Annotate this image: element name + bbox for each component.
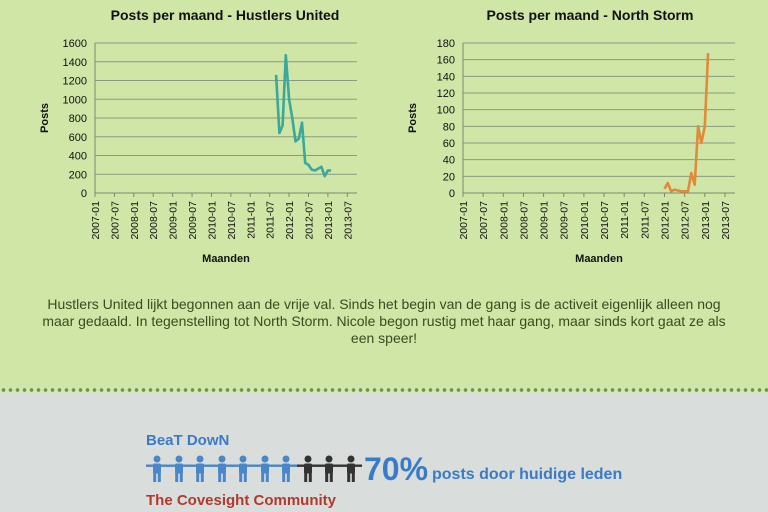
x-tick-label: 2010-07 <box>599 201 611 240</box>
x-tick-label: 2011-01 <box>245 201 257 239</box>
x-tick-label: 2013-07 <box>720 201 732 240</box>
person-icon <box>146 455 168 483</box>
y-tick-label: 1600 <box>63 38 87 50</box>
y-tick-label: 20 <box>443 171 455 183</box>
chart-title-northstorm: Posts per maand - North Storm <box>486 7 694 23</box>
x-tick-label: 2011-01 <box>619 201 631 239</box>
y-tick-label: 1200 <box>63 76 87 88</box>
person-icon <box>318 455 340 483</box>
x-tick-label: 2007-07 <box>478 201 490 240</box>
y-tick-label: 180 <box>437 38 455 50</box>
y-tick-label: 120 <box>437 88 455 100</box>
y-tick-label: 60 <box>443 138 455 150</box>
brand-beatdown: BeaT DowN <box>146 432 230 449</box>
x-tick-label: 2013-01 <box>323 201 335 240</box>
brand-covesight: The Covesight Community <box>146 492 337 509</box>
person-icon <box>296 455 319 483</box>
x-tick-label: 2009-01 <box>168 201 180 240</box>
x-tick-label: 2008-01 <box>498 201 510 240</box>
x-tick-label: 2012-01 <box>659 201 671 240</box>
x-tick-label: 2012-07 <box>303 201 315 240</box>
x-axis-label: Maanden <box>575 253 623 265</box>
x-tick-label: 2010-01 <box>579 201 591 240</box>
chart-title-hustlers: Posts per maand - Hustlers United <box>110 7 340 23</box>
x-tick-label: 2008-07 <box>518 201 530 240</box>
x-tick-label: 2008-07 <box>148 201 160 240</box>
charts-panel <box>0 0 768 388</box>
x-tick-label: 2010-07 <box>226 201 238 240</box>
person-icon <box>210 455 233 483</box>
dotted-divider <box>0 386 768 394</box>
person-icon <box>253 455 276 483</box>
x-axis-label: Maanden <box>202 253 250 265</box>
y-tick-label: 400 <box>69 151 87 163</box>
x-tick-label: 2013-01 <box>700 201 712 240</box>
y-tick-label: 800 <box>69 113 87 125</box>
series-line <box>274 53 332 178</box>
y-tick-label: 0 <box>81 188 87 200</box>
x-tick-label: 2013-07 <box>342 201 354 240</box>
x-tick-label: 2008-01 <box>129 201 141 240</box>
y-tick-label: 600 <box>69 132 87 144</box>
percentage-label: posts door huidige leden <box>432 466 623 483</box>
y-tick-label: 140 <box>437 71 455 83</box>
y-tick-label: 160 <box>437 55 455 67</box>
y-tick-label: 40 <box>443 155 455 167</box>
y-axis-label: Posts <box>39 103 51 133</box>
y-axis-label: Posts <box>407 103 419 133</box>
x-tick-label: 2011-07 <box>265 201 277 239</box>
y-tick-label: 0 <box>449 188 455 200</box>
y-tick-label: 1400 <box>63 57 87 69</box>
x-tick-label: 2011-07 <box>639 201 651 239</box>
person-icon <box>275 455 297 483</box>
caption-text: Hustlers United lijkt begonnen aan de vr… <box>42 296 726 346</box>
x-tick-label: 2009-01 <box>539 201 551 240</box>
person-icon <box>189 455 211 483</box>
infographic-panel <box>0 394 768 512</box>
people-icons <box>146 455 362 483</box>
x-tick-label: 2009-07 <box>187 201 199 240</box>
series-line <box>663 52 710 193</box>
y-tick-label: 100 <box>437 105 455 117</box>
x-tick-label: 2009-07 <box>559 201 571 240</box>
y-tick-label: 1000 <box>63 94 87 106</box>
x-tick-label: 2012-07 <box>680 201 692 240</box>
y-tick-label: 80 <box>443 121 455 133</box>
person-icon <box>232 455 254 483</box>
y-tick-label: 200 <box>69 169 87 181</box>
x-tick-label: 2007-01 <box>90 201 102 240</box>
x-tick-label: 2007-07 <box>109 201 121 240</box>
x-tick-label: 2010-01 <box>206 201 218 240</box>
person-icon <box>167 455 190 483</box>
percentage-value: 70% <box>364 451 429 487</box>
person-icon <box>339 455 362 483</box>
x-tick-label: 2012-01 <box>284 201 296 240</box>
x-tick-label: 2007-01 <box>458 201 470 240</box>
